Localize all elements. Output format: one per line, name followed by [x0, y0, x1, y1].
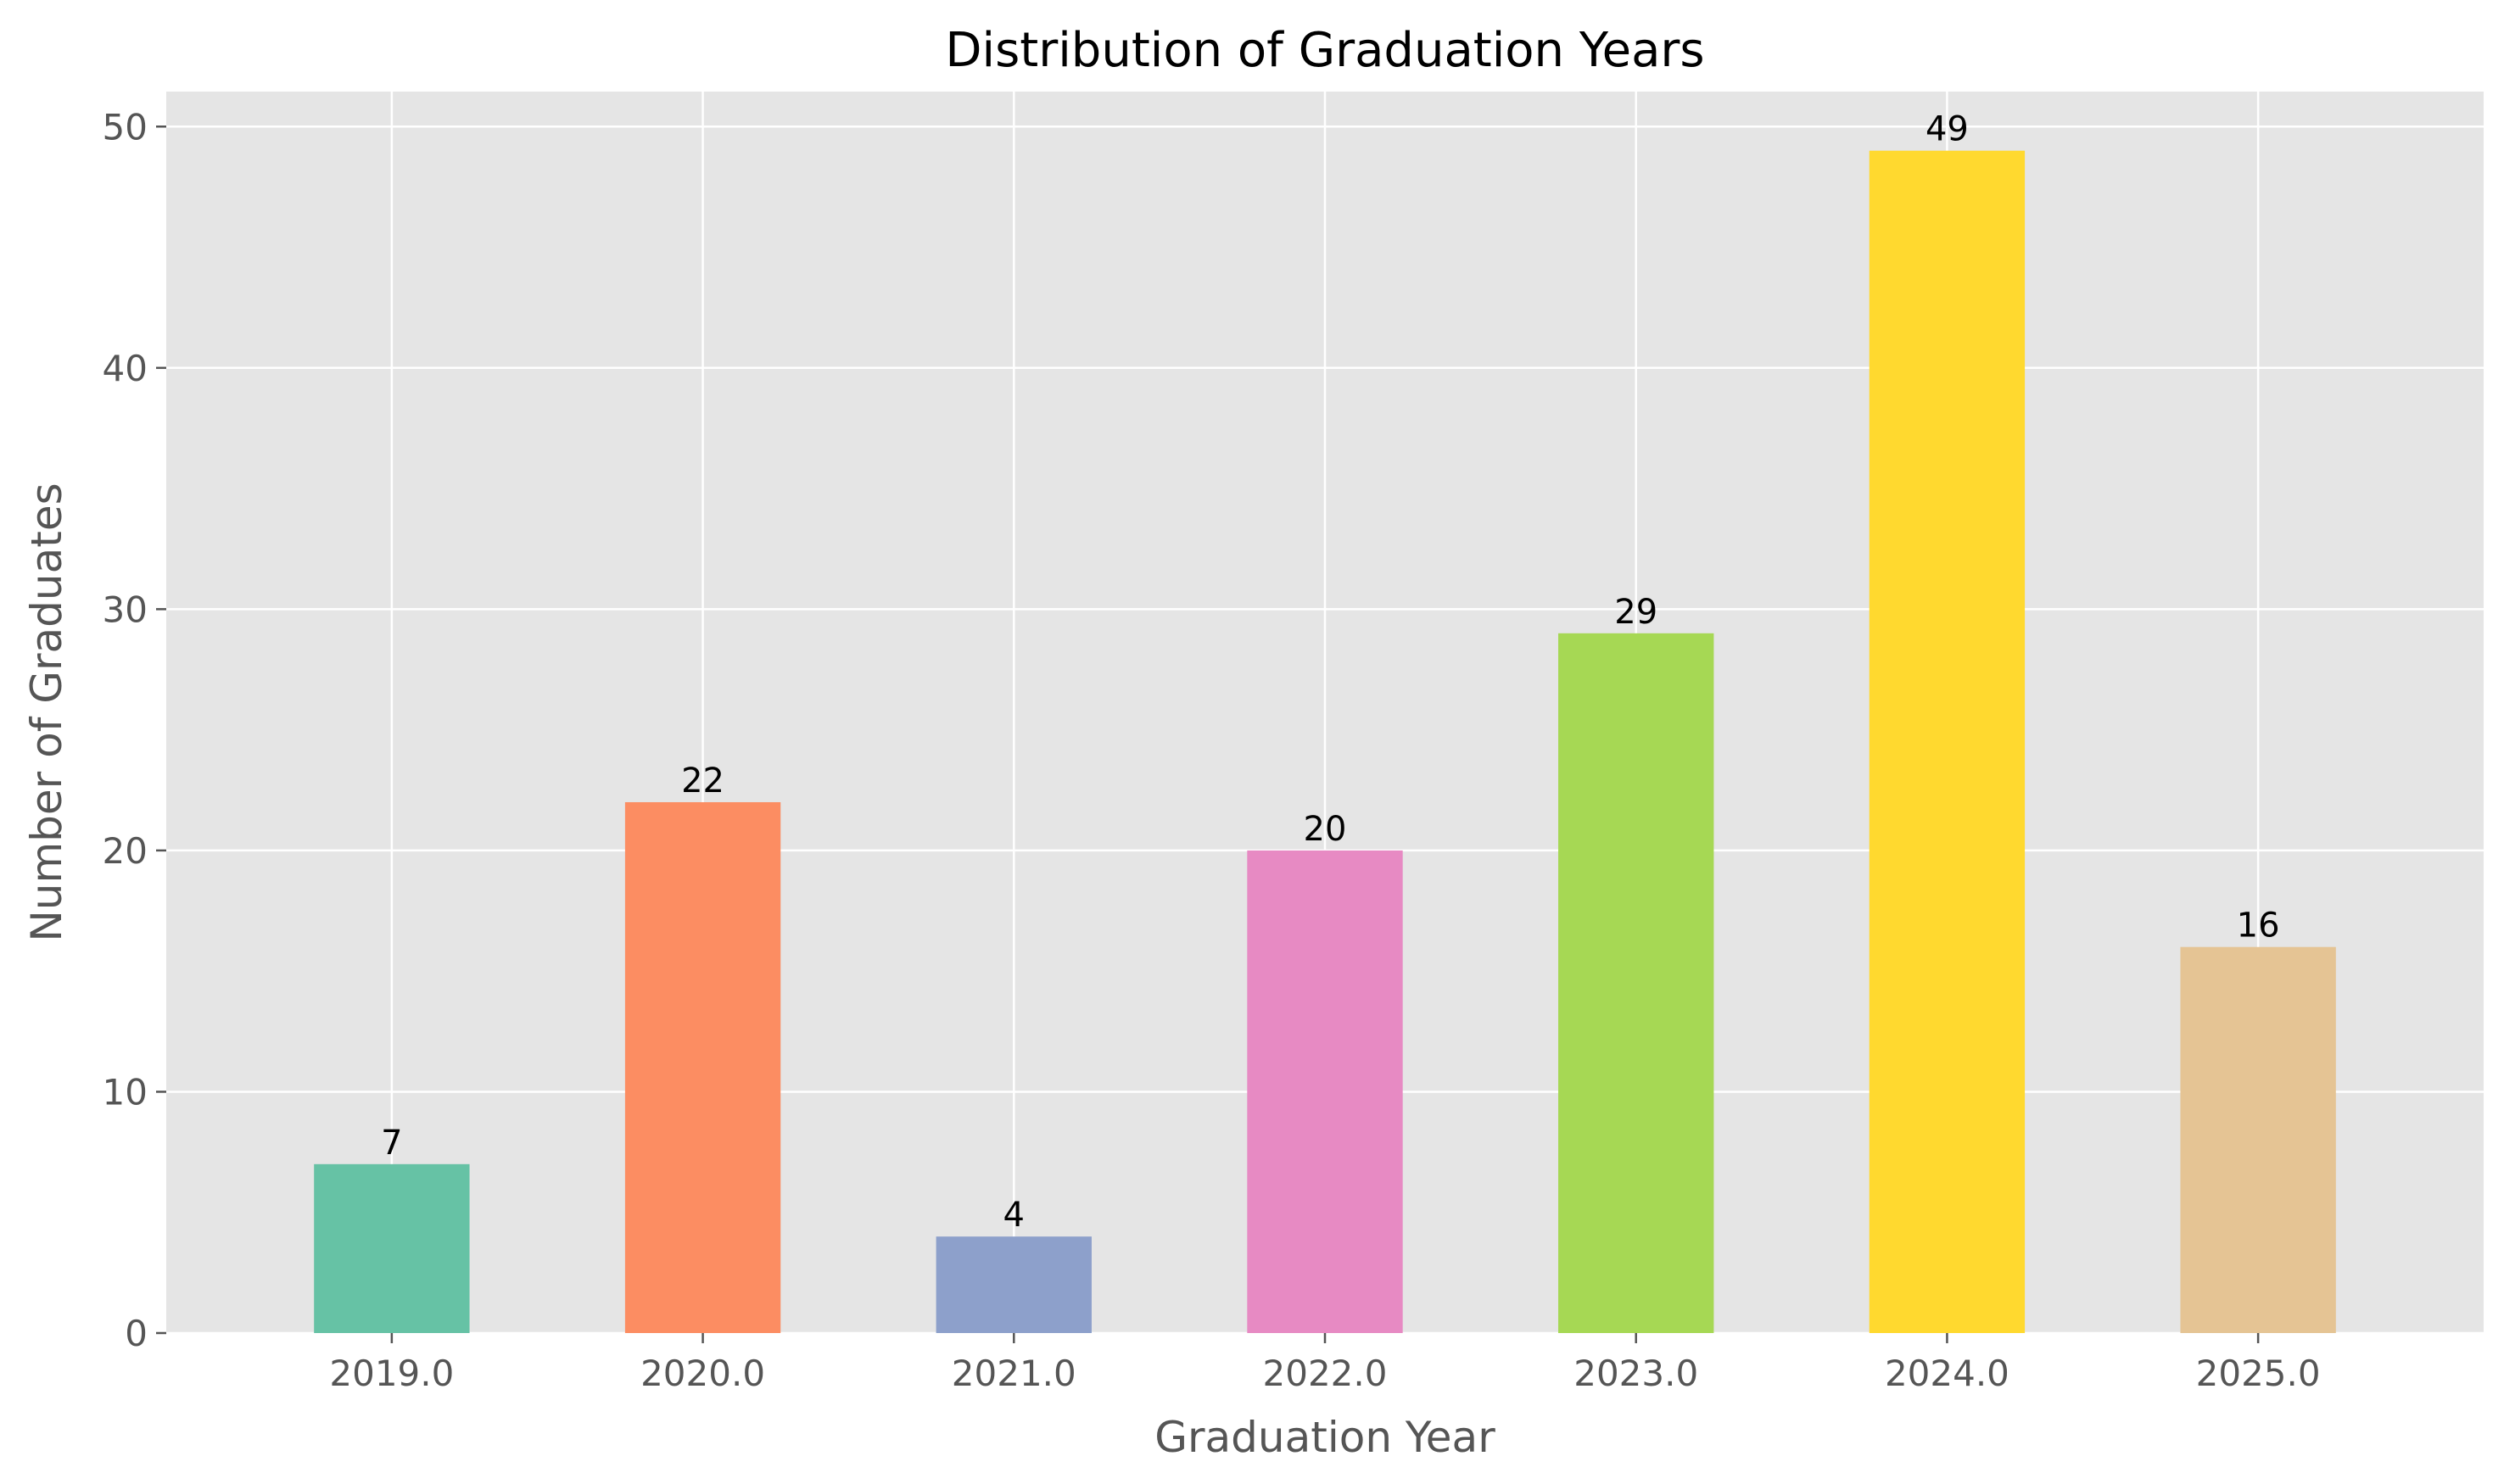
bar-2022-0	[1247, 850, 1403, 1333]
data-label-2023-0: 29	[1614, 593, 1657, 632]
x-tick-label: 2022.0	[1263, 1353, 1388, 1394]
y-tick-label: 50	[103, 106, 148, 148]
x-tick-label: 2024.0	[1885, 1353, 2009, 1394]
x-axis-ticks: 2019.0 2020.0 2021.0 2022.0 2023.0 2024.0 2025…	[329, 1333, 2321, 1394]
x-tick-label: 2023.0	[1573, 1353, 1698, 1394]
y-tick-label: 30	[103, 589, 148, 630]
y-tick-label: 20	[103, 830, 148, 872]
x-tick-label: 2020.0	[640, 1353, 765, 1394]
x-tick-label: 2025.0	[2196, 1353, 2321, 1394]
data-label-2021-0: 4	[1003, 1196, 1025, 1235]
bar-2025-0	[2180, 946, 2336, 1333]
data-labels: 7 22 4 20 29 49 16	[381, 110, 2279, 1235]
bar-2024-0	[1869, 150, 2026, 1334]
x-axis-label: Graduation Year	[1154, 1413, 1495, 1462]
y-axis-label: Number of Graduates	[22, 483, 71, 941]
data-label-2022-0: 20	[1304, 810, 1347, 849]
y-tick-label: 0	[125, 1313, 148, 1354]
chart-title: Distribution of Graduation Years	[945, 23, 1704, 78]
x-tick-label: 2021.0	[952, 1353, 1076, 1394]
y-tick-label: 10	[103, 1071, 148, 1113]
bar-2023-0	[1558, 633, 1714, 1333]
bar-2021-0	[936, 1236, 1092, 1333]
x-tick-label: 2019.0	[329, 1353, 454, 1394]
data-label-2024-0: 49	[1926, 110, 1969, 149]
y-tick-label: 40	[103, 348, 148, 389]
bar-2019-0	[314, 1163, 470, 1333]
data-label-2025-0: 16	[2237, 907, 2280, 946]
y-axis-ticks: 0 10 20 30 40 50	[103, 106, 166, 1354]
data-label-2019-0: 7	[381, 1124, 402, 1163]
data-label-2020-0: 22	[681, 762, 724, 801]
bar-2020-0	[624, 801, 781, 1333]
bars	[314, 150, 2336, 1334]
